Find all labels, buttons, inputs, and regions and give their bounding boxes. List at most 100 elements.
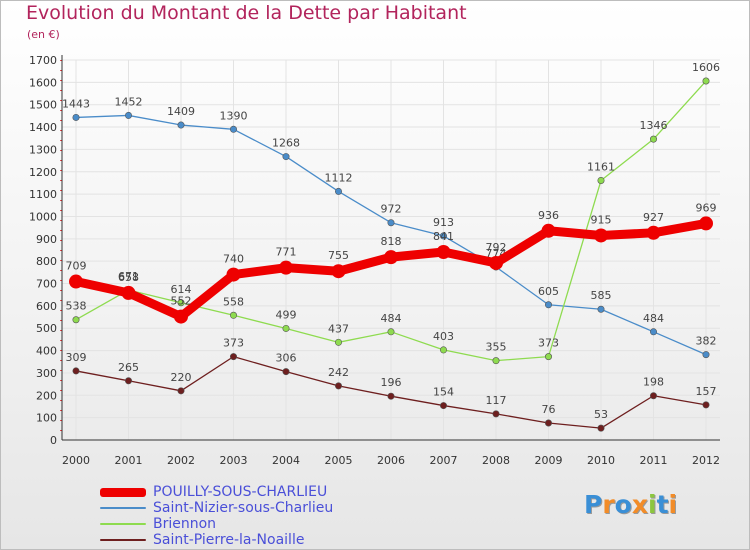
data-label: 196	[381, 376, 402, 389]
y-tick-label: 800	[36, 255, 57, 268]
data-label: 306	[276, 352, 297, 365]
series-point	[282, 153, 290, 161]
legend-item: POUILLY-SOUS-CHARLIEU	[100, 484, 333, 500]
x-tick-label: 2005	[325, 454, 353, 467]
series-point	[279, 260, 293, 275]
series-point	[177, 387, 185, 395]
y-tick-label: 1500	[29, 99, 57, 112]
series-point	[439, 402, 447, 410]
data-label: 605	[538, 285, 559, 298]
data-label: 1452	[115, 95, 143, 108]
data-label: 792	[486, 241, 507, 254]
y-tick-label: 0	[50, 434, 57, 447]
series-point	[384, 250, 398, 265]
logo-letter: i	[668, 490, 678, 519]
data-label: 154	[433, 386, 454, 399]
legend-label: POUILLY-SOUS-CHARLIEU	[153, 484, 328, 500]
series-point	[230, 353, 238, 361]
data-label: 373	[538, 337, 559, 350]
series-point	[492, 357, 500, 365]
series-point	[125, 111, 133, 119]
series-point	[177, 299, 185, 307]
legend-label: Briennon	[153, 516, 217, 532]
data-label: 1268	[272, 137, 300, 150]
series-point	[541, 223, 556, 238]
series-point	[439, 346, 447, 354]
data-label: 242	[328, 366, 349, 379]
y-tick-label: 900	[36, 233, 57, 246]
y-tick-label: 1000	[29, 210, 57, 223]
series-point	[544, 419, 552, 427]
series-point	[646, 225, 661, 240]
series-point	[544, 353, 552, 361]
data-label: 157	[696, 385, 717, 398]
data-label: 1112	[325, 171, 353, 184]
legend-label: Saint-Nizier-sous-Charlieu	[153, 500, 334, 516]
series-point	[544, 301, 552, 309]
y-tick-label: 600	[36, 300, 57, 313]
legend-item: Saint-Nizier-sous-Charlieu	[100, 500, 333, 516]
series-point	[702, 77, 710, 85]
data-label: 936	[538, 209, 559, 222]
logo-letter: t	[656, 490, 669, 519]
data-label: 1346	[640, 119, 668, 132]
series-point	[649, 392, 657, 400]
data-label: 499	[276, 308, 297, 321]
series-point	[597, 176, 605, 184]
data-label: 658	[118, 271, 139, 284]
data-label: 558	[223, 295, 244, 308]
data-label: 403	[433, 330, 454, 343]
data-label: 1606	[692, 61, 720, 74]
y-tick-label: 1100	[29, 188, 57, 201]
y-tick-label: 1200	[29, 166, 57, 179]
series-point	[125, 377, 133, 385]
y-tick-label: 100	[36, 412, 57, 425]
data-label: 309	[66, 351, 87, 364]
series-point	[387, 219, 395, 227]
x-tick-label: 2001	[115, 454, 143, 467]
data-label: 969	[696, 201, 717, 214]
series-point	[387, 392, 395, 400]
x-tick-label: 2000	[62, 454, 90, 467]
series-point	[702, 351, 710, 359]
y-tick-label: 500	[36, 322, 57, 335]
y-tick-label: 1600	[29, 76, 57, 89]
x-tick-label: 2009	[535, 454, 563, 467]
series-point	[387, 328, 395, 336]
series-point	[174, 309, 188, 324]
y-tick-label: 700	[36, 278, 57, 291]
legend-item: Briennon	[100, 516, 333, 532]
data-label: 585	[591, 289, 612, 302]
data-label: 437	[328, 322, 349, 335]
data-label: 373	[223, 337, 244, 350]
data-label: 1161	[587, 160, 615, 173]
data-label: 220	[171, 371, 192, 384]
series-point	[649, 135, 657, 143]
legend-label: Saint-Pierre-la-Noaille	[153, 532, 305, 548]
y-tick-label: 1300	[29, 143, 57, 156]
series-point	[230, 311, 238, 319]
series-point	[436, 245, 451, 260]
data-label: 915	[591, 213, 612, 226]
data-label: 913	[433, 216, 454, 229]
data-label: 972	[381, 203, 402, 216]
data-label: 1443	[62, 97, 90, 110]
data-label: 265	[118, 361, 139, 374]
x-tick-label: 2012	[692, 454, 720, 467]
series-point	[492, 410, 500, 418]
logo-letter: r	[602, 490, 615, 519]
data-label: 927	[643, 211, 664, 224]
data-label: 771	[276, 246, 297, 259]
legend-swatch	[100, 539, 146, 541]
series-point	[282, 324, 290, 332]
x-tick-label: 2007	[430, 454, 458, 467]
series-point	[331, 264, 346, 279]
series-point	[699, 216, 713, 231]
x-tick-label: 2006	[377, 454, 405, 467]
data-label: 755	[328, 249, 349, 262]
data-label: 740	[223, 253, 244, 266]
series-point	[282, 368, 290, 376]
series-point	[230, 125, 238, 133]
